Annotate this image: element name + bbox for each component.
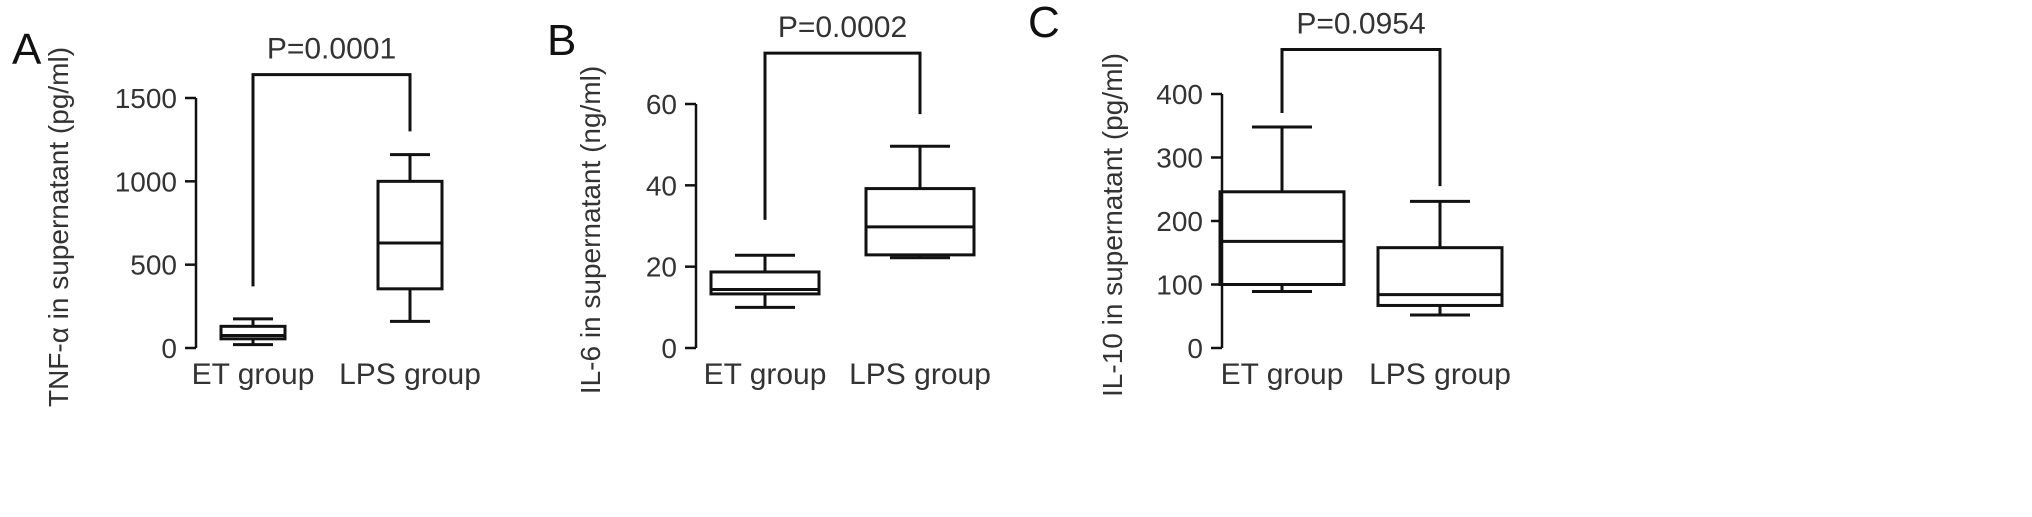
panel-b-category-1: LPS group [849,358,991,391]
panel-b-box-0-iqr [709,270,821,296]
panel-c-ylabel: IL-10 in supernatant (pg/ml) [1097,53,1128,397]
panel-a-pvalue: P=0.0001 [267,33,396,66]
panel-a-letter: A [12,25,42,74]
panel-b-box-1-iqr [864,187,976,257]
panel-b-ytick-label-0: 0 [661,333,677,364]
panel-a-box-0-iqr [219,324,287,341]
panel-c-ytick-label-4: 400 [1156,79,1203,110]
panel-a: A TNF-α in supernatant (pg/ml) P=0.0001 … [12,25,481,407]
panel-c-ytick-label-2: 200 [1156,206,1203,237]
panel-c-box-0-iqr [1218,190,1346,286]
panel-c-category-1: LPS group [1369,358,1511,391]
panel-b-ytick-label-1: 20 [646,252,677,283]
panel-a-box-1-iqr [376,179,444,291]
panel-c-box-1-iqr [1376,246,1504,307]
panel-b-ytick-label-2: 40 [646,170,677,201]
panel-c-ytick-label-1: 100 [1156,270,1203,301]
panel-a-ytick-label-2: 1000 [115,166,177,197]
panel-c: C IL-10 in supernatant (pg/ml) P=0.0954 … [1028,0,1511,397]
panel-c-pvalue: P=0.0954 [1296,8,1425,41]
panel-b-significance-bracket [763,51,922,220]
panel-a-category-1: LPS group [339,358,481,391]
panel-c-ytick-label-3: 300 [1156,143,1203,174]
panel-b-ytick-label-3: 60 [646,89,677,120]
panel-b: B IL-6 in supernatant (ng/ml) P=0.0002 E… [547,11,991,394]
panel-a-significance-bracket [251,73,412,287]
panel-c-significance-bracket [1280,48,1442,187]
panel-b-ylabel: IL-6 in supernatant (ng/ml) [575,66,606,394]
panel-b-category-0: ET group [704,358,827,391]
panel-c-category-0: ET group [1221,358,1344,391]
panel-a-ytick-label-3: 1500 [115,83,177,114]
panel-b-letter: B [547,16,576,65]
panel-c-letter: C [1028,0,1060,47]
panel-c-ytick-label-0: 0 [1187,333,1203,364]
panel-a-ytick-label-0: 0 [161,333,177,364]
panel-a-ytick-label-1: 500 [130,250,177,281]
panel-a-category-0: ET group [192,358,315,391]
panel-b-pvalue: P=0.0002 [778,11,907,44]
panel-a-ylabel: TNF-α in supernatant (pg/ml) [43,47,74,407]
